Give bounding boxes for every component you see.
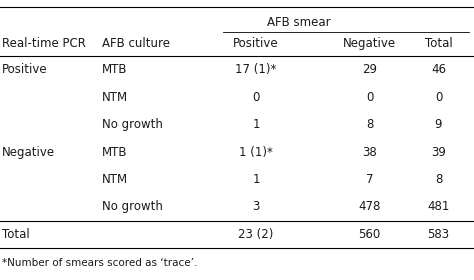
Text: 8: 8: [435, 173, 442, 186]
Text: 23 (2): 23 (2): [238, 228, 273, 241]
Text: MTB: MTB: [102, 146, 128, 158]
Text: No growth: No growth: [102, 200, 163, 213]
Text: 481: 481: [427, 200, 450, 213]
Text: Total: Total: [425, 37, 452, 50]
Text: 0: 0: [252, 91, 260, 104]
Text: 478: 478: [358, 200, 381, 213]
Text: Real-time PCR: Real-time PCR: [2, 37, 86, 50]
Text: 9: 9: [435, 118, 442, 131]
Text: AFB culture: AFB culture: [102, 37, 170, 50]
Text: 38: 38: [362, 146, 377, 158]
Text: 1 (1)*: 1 (1)*: [239, 146, 273, 158]
Text: 1: 1: [252, 173, 260, 186]
Text: *Number of smears scored as ‘trace’.: *Number of smears scored as ‘trace’.: [2, 258, 198, 268]
Text: 0: 0: [435, 91, 442, 104]
Text: Negative: Negative: [343, 37, 396, 50]
Text: 8: 8: [366, 118, 374, 131]
Text: No growth: No growth: [102, 118, 163, 131]
Text: 46: 46: [431, 63, 446, 76]
Text: 560: 560: [359, 228, 381, 241]
Text: AFB smear: AFB smear: [267, 16, 330, 29]
Text: NTM: NTM: [102, 91, 128, 104]
Text: 7: 7: [366, 173, 374, 186]
Text: Total: Total: [2, 228, 30, 241]
Text: 3: 3: [252, 200, 260, 213]
Text: Positive: Positive: [2, 63, 48, 76]
Text: 39: 39: [431, 146, 446, 158]
Text: Positive: Positive: [233, 37, 279, 50]
Text: 0: 0: [366, 91, 374, 104]
Text: Negative: Negative: [2, 146, 55, 158]
Text: 1: 1: [252, 118, 260, 131]
Text: NTM: NTM: [102, 173, 128, 186]
Text: 29: 29: [362, 63, 377, 76]
Text: 583: 583: [428, 228, 449, 241]
Text: MTB: MTB: [102, 63, 128, 76]
Text: 17 (1)*: 17 (1)*: [235, 63, 277, 76]
